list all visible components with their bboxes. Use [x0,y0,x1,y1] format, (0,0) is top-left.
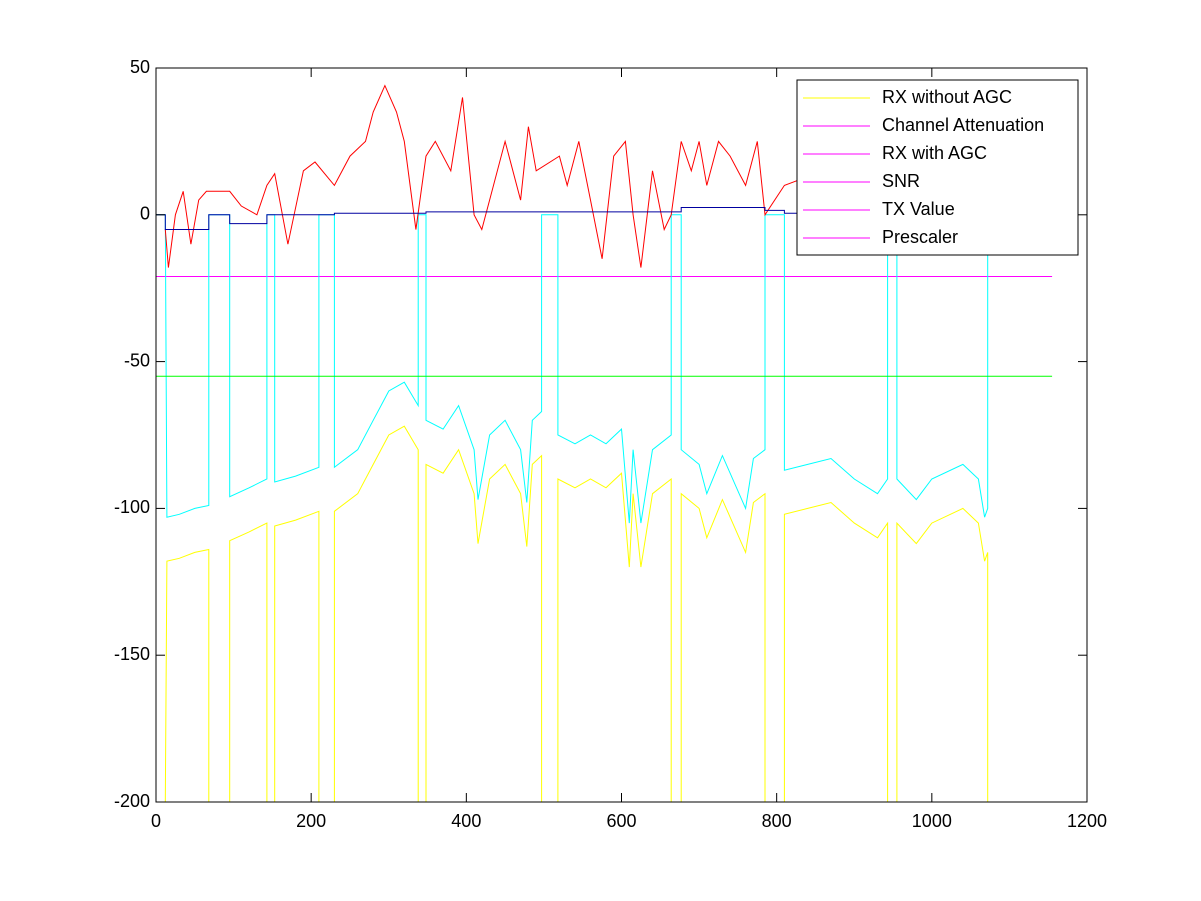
x-tick-label: 200 [296,811,326,831]
legend-label: Channel Attenuation [882,115,1044,135]
legend-label: Prescaler [882,227,958,247]
x-tick-label: 0 [151,811,161,831]
x-tick-label: 1000 [912,811,952,831]
y-tick-label: -150 [114,644,150,664]
legend-label: RX without AGC [882,87,1012,107]
legend-label: TX Value [882,199,955,219]
y-tick-label: -50 [124,350,150,370]
x-tick-label: 600 [606,811,636,831]
data-line [156,214,989,524]
x-tick-label: 800 [762,811,792,831]
legend-box [796,79,1079,256]
data-line [156,207,988,230]
x-tick-label: 400 [451,811,481,831]
legend-label: SNR [882,171,920,191]
y-tick-label: 50 [130,57,150,77]
y-tick-label: 0 [140,204,150,224]
x-tick-label: 1200 [1067,811,1107,831]
legend-label: RX with AGC [882,143,987,163]
data-line [164,84,989,268]
y-tick-label: -100 [114,497,150,517]
y-tick-label: -200 [114,791,150,811]
